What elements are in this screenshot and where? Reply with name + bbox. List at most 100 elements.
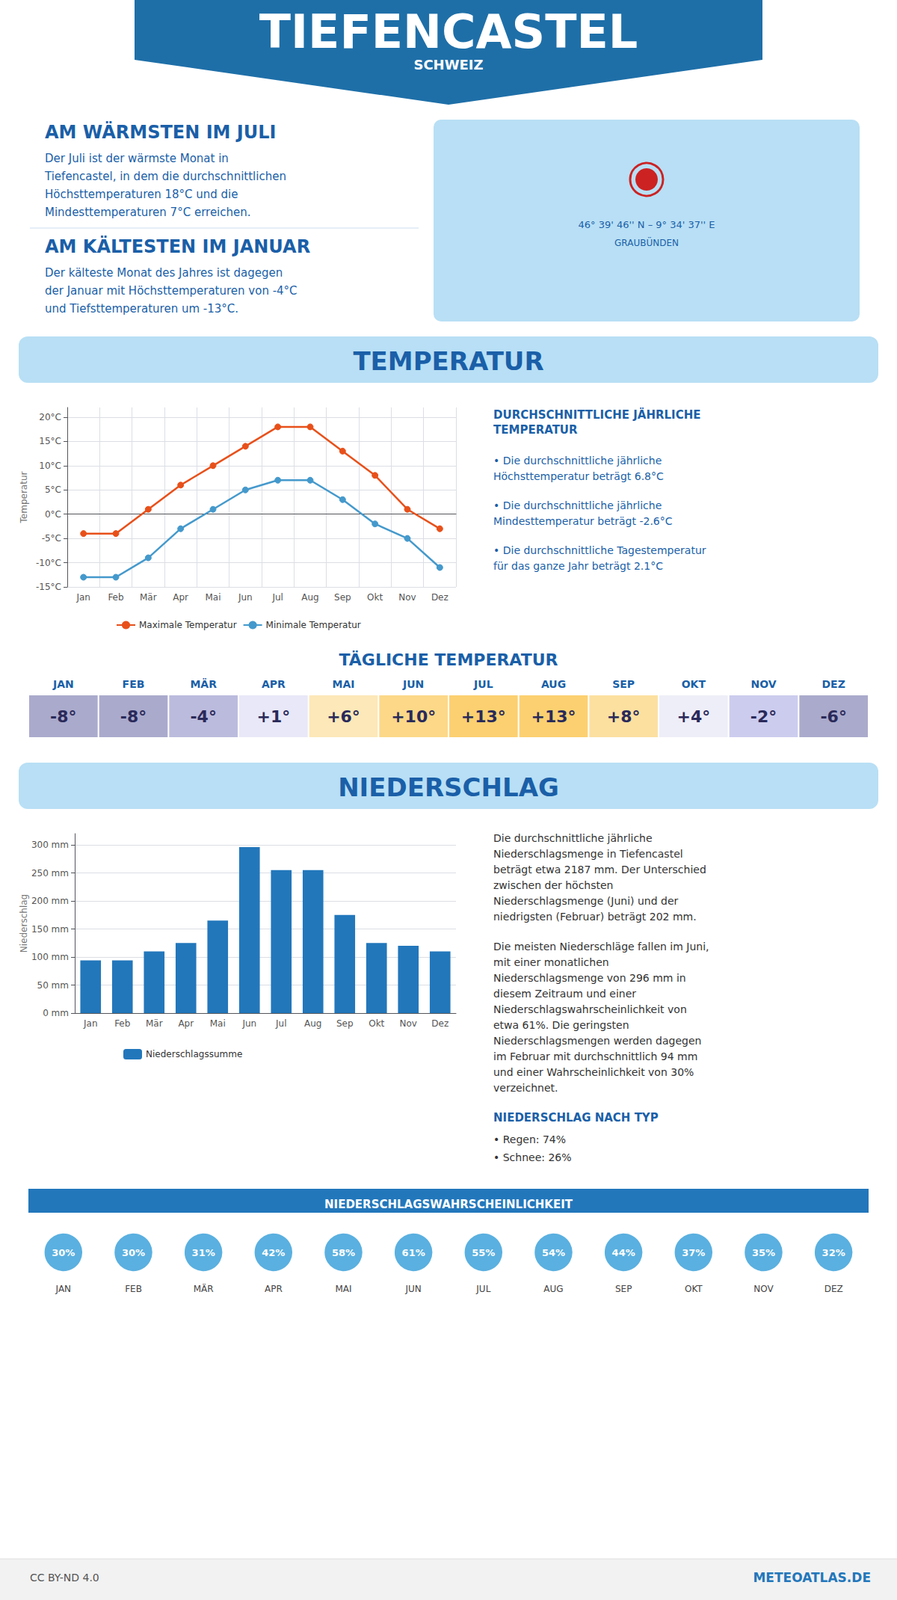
svg-text:-8°: -8° <box>50 707 77 726</box>
svg-text:Niederschlag: Niederschlag <box>18 894 30 953</box>
svg-text:Feb: Feb <box>107 592 124 603</box>
svg-text:Maximale Temperatur: Maximale Temperatur <box>139 619 237 631</box>
svg-text:Niederschlagswahrscheinlichkei: Niederschlagswahrscheinlichkeit von <box>493 1003 687 1016</box>
svg-text:Sep: Sep <box>336 1018 354 1029</box>
svg-text:TÄGLICHE TEMPERATUR: TÄGLICHE TEMPERATUR <box>339 650 559 670</box>
svg-text:5°C: 5°C <box>44 484 62 495</box>
svg-text:GRAUBÜNDEN: GRAUBÜNDEN <box>614 236 679 249</box>
svg-text:zwischen der höchsten: zwischen der höchsten <box>493 879 613 892</box>
svg-text:OKT: OKT <box>681 677 707 690</box>
svg-text:Okt: Okt <box>367 592 383 603</box>
svg-text:10°C: 10°C <box>38 460 62 471</box>
svg-text:• Die durchschnittliche jährli: • Die durchschnittliche jährliche <box>493 454 662 467</box>
svg-text:SEP: SEP <box>612 677 635 690</box>
svg-text:JAN: JAN <box>52 677 75 690</box>
svg-text:Jun: Jun <box>237 592 253 603</box>
svg-text:Die durchschnittliche jährlich: Die durchschnittliche jährliche <box>493 831 653 844</box>
svg-text:im Februar mit durchschnittlic: im Februar mit durchschnittlich 94 mm <box>493 1050 698 1063</box>
svg-text:OKT: OKT <box>684 1283 703 1294</box>
svg-text:Höchsttemperaturen 18°C und di: Höchsttemperaturen 18°C und die <box>44 187 239 202</box>
svg-text:Mindesttemperaturen 7°C erreic: Mindesttemperaturen 7°C erreichen. <box>44 205 252 220</box>
svg-text:Mär: Mär <box>145 1018 163 1029</box>
svg-text:• Schnee: 26%: • Schnee: 26% <box>493 1151 572 1164</box>
svg-text:TEMPERATUR: TEMPERATUR <box>493 423 578 437</box>
svg-text:32%: 32% <box>822 1246 846 1259</box>
svg-text:MAI: MAI <box>332 677 356 690</box>
svg-text:AUG: AUG <box>543 1283 563 1294</box>
svg-text:• Regen: 74%: • Regen: 74% <box>493 1133 566 1146</box>
svg-text:beträgt etwa 2187 mm. Der Unte: beträgt etwa 2187 mm. Der Unterschied <box>493 863 707 876</box>
svg-text:250 mm: 250 mm <box>31 867 69 879</box>
svg-text:Mindesttemperatur beträgt -2.6: Mindesttemperatur beträgt -2.6°C <box>493 515 673 527</box>
svg-text:-2°: -2° <box>750 707 777 726</box>
svg-text:-6°: -6° <box>820 707 847 726</box>
svg-text:300 mm: 300 mm <box>31 839 69 850</box>
svg-text:35%: 35% <box>751 1246 776 1259</box>
svg-text:AUG: AUG <box>541 677 566 690</box>
svg-text:NIEDERSCHLAG NACH TYP: NIEDERSCHLAG NACH TYP <box>493 1110 659 1125</box>
svg-text:Aug: Aug <box>301 592 319 603</box>
svg-text:-10°C: -10°C <box>35 557 62 569</box>
svg-text:37%: 37% <box>681 1246 705 1259</box>
svg-text:+13°: +13° <box>530 707 576 726</box>
svg-text:Niederschlagssumme: Niederschlagssumme <box>145 1048 243 1060</box>
svg-text:Okt: Okt <box>368 1018 385 1029</box>
svg-text:30%: 30% <box>121 1246 146 1259</box>
svg-text:Jul: Jul <box>275 1018 287 1029</box>
svg-text:MÄR: MÄR <box>189 677 217 690</box>
svg-text:der Januar mit Höchsttemperatu: der Januar mit Höchsttemperaturen von -4… <box>44 284 298 298</box>
svg-text:+4°: +4° <box>676 707 711 726</box>
svg-text:APR: APR <box>261 677 286 690</box>
svg-text:Minimale Temperatur: Minimale Temperatur <box>266 619 362 631</box>
svg-text:Niederschlagsmenge in Tiefenca: Niederschlagsmenge in Tiefencastel <box>493 847 684 860</box>
svg-text:46° 39' 46'' N – 9° 34' 37'' E: 46° 39' 46'' N – 9° 34' 37'' E <box>578 219 716 231</box>
svg-text:Dez: Dez <box>431 592 449 603</box>
svg-text:Niederschlagsmenge von 296 mm: Niederschlagsmenge von 296 mm in <box>493 971 687 984</box>
svg-text:SEP: SEP <box>615 1283 632 1294</box>
svg-text:DURCHSCHNITTLICHE JÄHRLICHE: DURCHSCHNITTLICHE JÄHRLICHE <box>493 407 701 422</box>
svg-text:Sep: Sep <box>334 592 352 603</box>
svg-text:NIEDERSCHLAG: NIEDERSCHLAG <box>337 772 560 803</box>
svg-text:30%: 30% <box>51 1246 75 1259</box>
svg-text:+6°: +6° <box>326 707 361 726</box>
svg-text:METEOATLAS.DE: METEOATLAS.DE <box>752 1569 871 1585</box>
svg-text:verzeichnet.: verzeichnet. <box>493 1081 559 1094</box>
svg-text:Nov: Nov <box>398 592 416 603</box>
svg-text:-8°: -8° <box>120 707 147 726</box>
svg-text:CC BY-ND 4.0: CC BY-ND 4.0 <box>29 1571 100 1584</box>
svg-text:Nov: Nov <box>399 1018 418 1029</box>
svg-text:APR: APR <box>264 1283 283 1294</box>
svg-text:-4°: -4° <box>189 707 217 726</box>
svg-text:NOV: NOV <box>753 1283 774 1294</box>
svg-text:MAI: MAI <box>334 1283 352 1294</box>
svg-text:NOV: NOV <box>750 677 776 690</box>
svg-text:42%: 42% <box>261 1246 285 1259</box>
svg-text:Niederschlagsmengen werden dag: Niederschlagsmengen werden dagegen <box>493 1034 702 1047</box>
svg-text:mit einer monatlichen: mit einer monatlichen <box>493 956 610 969</box>
svg-text:JUL: JUL <box>475 1283 491 1294</box>
svg-text:etwa 61%. Die geringsten: etwa 61%. Die geringsten <box>493 1018 630 1031</box>
svg-text:15°C: 15°C <box>38 435 62 447</box>
svg-text:Dez: Dez <box>431 1018 449 1029</box>
svg-text:44%: 44% <box>612 1246 636 1259</box>
svg-text:0°C: 0°C <box>44 509 62 520</box>
svg-text:NIEDERSCHLAGSWAHRSCHEINLICHKEI: NIEDERSCHLAGSWAHRSCHEINLICHKEIT <box>324 1197 574 1211</box>
svg-text:und Tiefsttemperaturen um -13°: und Tiefsttemperaturen um -13°C. <box>44 301 239 316</box>
svg-text:DEZ: DEZ <box>824 1283 844 1294</box>
svg-text:und einer Wahrscheinlichkeit v: und einer Wahrscheinlichkeit von 30% <box>493 1065 694 1078</box>
svg-text:0 mm: 0 mm <box>42 1007 69 1019</box>
svg-text:Tiefencastel, in dem die durch: Tiefencastel, in dem die durchschnittlic… <box>44 169 287 184</box>
svg-text:TIEFENCASTEL: TIEFENCASTEL <box>259 4 639 60</box>
svg-text:Niederschlagsmenge (Juni) und: Niederschlagsmenge (Juni) und der <box>493 894 679 907</box>
svg-text:Der Juli ist der wärmste Monat: Der Juli ist der wärmste Monat in <box>44 151 229 166</box>
svg-text:FEB: FEB <box>124 1283 143 1294</box>
svg-text:20°C: 20°C <box>38 411 62 423</box>
svg-text:Jan: Jan <box>75 592 91 603</box>
svg-text:58%: 58% <box>331 1246 356 1259</box>
svg-text:100 mm: 100 mm <box>31 951 69 963</box>
svg-text:JAN: JAN <box>55 1283 72 1294</box>
svg-text:61%: 61% <box>402 1246 426 1259</box>
svg-text:+13°: +13° <box>461 707 507 726</box>
svg-text:niedrigsten (Februar) beträgt: niedrigsten (Februar) beträgt 202 mm. <box>493 910 697 923</box>
svg-text:diesem Zeitraum und einer: diesem Zeitraum und einer <box>493 987 637 1000</box>
